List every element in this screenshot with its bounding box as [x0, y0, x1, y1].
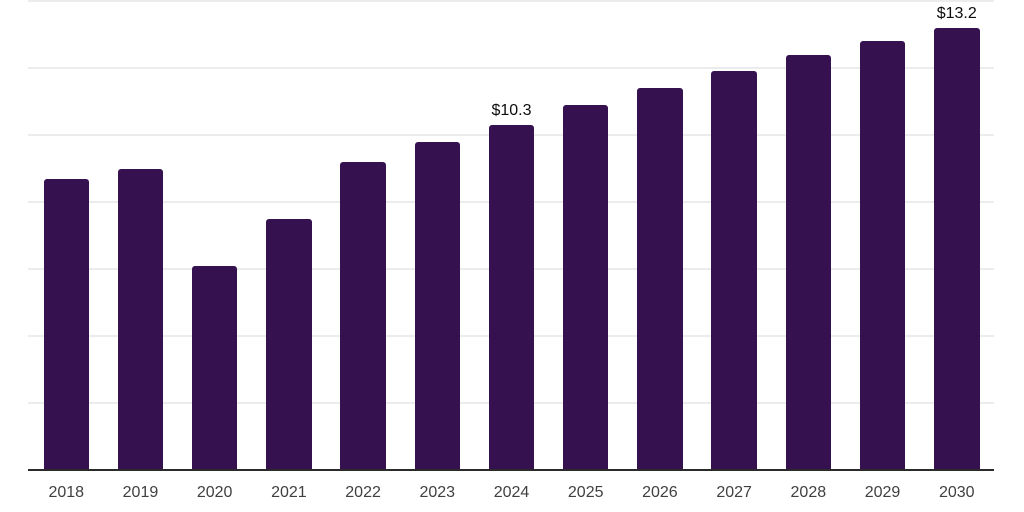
x-tick-label-2022: 2022: [345, 484, 381, 501]
x-tick-label-2025: 2025: [567, 484, 604, 501]
x-tick-label-2023: 2023: [419, 484, 456, 501]
x-tick-label-2027: 2027: [716, 484, 752, 501]
x-tick-label-2026: 2026: [642, 484, 678, 501]
bar-2020: [191, 265, 238, 470]
bar-2029: [859, 41, 906, 470]
bar-2027: [711, 71, 757, 470]
bar-value-label-2030: $13.2: [936, 4, 977, 22]
x-tick-label-2018: 2018: [48, 484, 85, 501]
bar-2021: [266, 218, 312, 470]
gridline: [28, 0, 994, 2]
x-tick-label-2019: 2019: [122, 484, 159, 501]
x-axis-line: [28, 469, 994, 471]
x-tick-label-2020: 2020: [196, 484, 233, 501]
bar-2025: [562, 104, 609, 470]
x-tick-label-2021: 2021: [271, 484, 307, 501]
bar-2024: [488, 124, 535, 470]
x-tick-label-2028: 2028: [790, 484, 827, 501]
bar-2022: [340, 161, 386, 470]
bar-2019: [117, 168, 164, 470]
bar-2026: [637, 88, 683, 470]
bar-2023: [414, 141, 461, 470]
bar-2018: [43, 178, 89, 470]
bar-2030: [934, 27, 980, 470]
bar-value-label-2024: $10.3: [491, 101, 532, 119]
x-tick-label-2024: 2024: [493, 484, 530, 501]
x-tick-label-2029: 2029: [864, 484, 901, 501]
gridline: [28, 67, 994, 69]
x-tick-label-2030: 2030: [938, 484, 975, 501]
bar-2028: [785, 54, 832, 470]
